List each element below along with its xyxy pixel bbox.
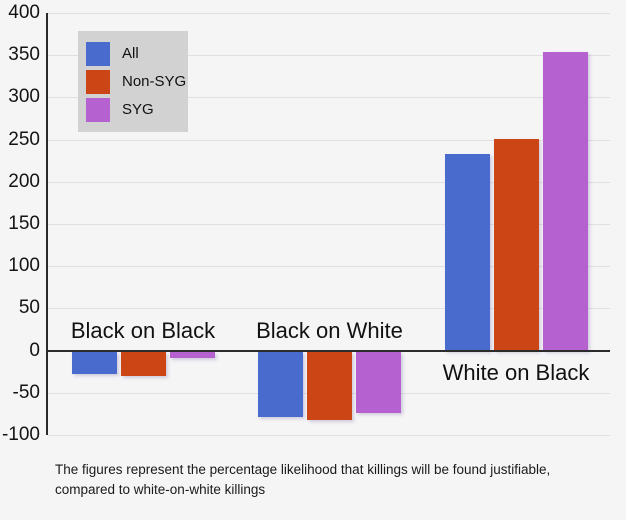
y-tick-label: 400 <box>8 2 40 23</box>
gridline <box>48 55 610 57</box>
legend-swatch-syg-icon <box>86 97 110 122</box>
y-tick-label: -100 <box>1 424 40 445</box>
y-tick-label: 0 <box>29 339 40 361</box>
bar <box>258 351 303 418</box>
chart-caption: The figures represent the percentage lik… <box>55 460 615 499</box>
group-label: White on Black <box>442 359 590 385</box>
group-label: Black on White <box>256 317 403 343</box>
zero-axis-line <box>48 349 610 352</box>
caption-line-1: The figures represent the percentage lik… <box>55 462 551 477</box>
legend-label: Non-SYG <box>122 73 187 90</box>
y-tick-label: -50 <box>12 381 40 403</box>
bar <box>444 153 490 351</box>
legend-item-syg: SYG <box>86 97 188 122</box>
gridline <box>48 266 610 268</box>
bar <box>493 138 539 351</box>
legend-label: SYG <box>122 101 154 118</box>
legend-swatch-all-icon <box>86 41 110 66</box>
bar <box>71 351 117 374</box>
y-tick-label: 200 <box>8 170 40 192</box>
legend-item-all: All <box>86 41 188 66</box>
y-tick-label: 100 <box>8 255 40 277</box>
bar <box>120 351 166 377</box>
y-tick-label: 50 <box>18 297 40 319</box>
bar <box>307 351 352 420</box>
y-tick-label: 350 <box>8 44 40 66</box>
bar <box>169 351 215 358</box>
y-tick-label: 300 <box>8 86 40 108</box>
bar <box>542 51 588 351</box>
gridline <box>48 97 610 99</box>
y-tick-label: 150 <box>8 213 40 234</box>
gridline <box>48 224 610 225</box>
gridline <box>48 13 610 14</box>
group-label: Black on Black <box>70 317 216 343</box>
legend-label: All <box>122 45 139 62</box>
gridline <box>48 308 610 310</box>
legend-swatch-non-syg-icon <box>86 69 110 94</box>
y-tick-label: 250 <box>8 128 40 150</box>
gridline <box>48 181 610 183</box>
plot-area: Black on Black Black on White White on Bla… <box>46 13 610 436</box>
gridline <box>48 139 610 141</box>
gridline <box>48 435 610 436</box>
legend: All Non-SYG SYG <box>78 31 188 132</box>
caption-line-2: compared to white-on-white killings <box>55 481 266 497</box>
legend-item-non-syg: Non-SYG <box>86 69 188 94</box>
bar <box>356 351 401 414</box>
